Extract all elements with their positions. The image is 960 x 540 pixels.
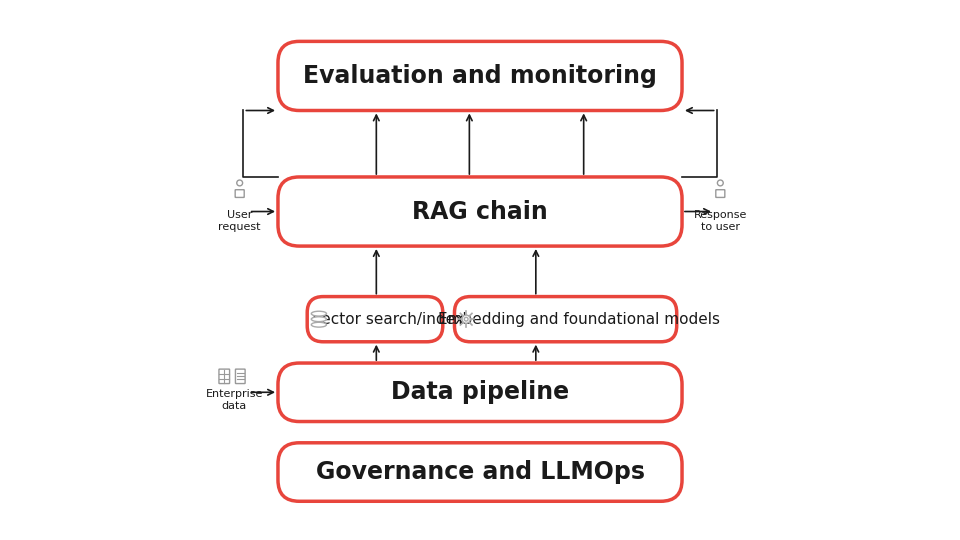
Ellipse shape [311,322,326,327]
Circle shape [465,318,468,321]
Ellipse shape [311,311,326,316]
FancyBboxPatch shape [235,369,245,383]
FancyBboxPatch shape [716,190,725,198]
Ellipse shape [311,317,326,322]
Circle shape [717,180,723,186]
FancyBboxPatch shape [219,369,229,383]
Text: Governance and LLMOps: Governance and LLMOps [316,460,644,484]
Text: Enterprise
data: Enterprise data [205,389,263,411]
Text: Evaluation and monitoring: Evaluation and monitoring [303,64,657,88]
Text: RAG chain: RAG chain [412,199,548,224]
Circle shape [237,180,243,186]
FancyBboxPatch shape [307,296,443,342]
Circle shape [462,315,470,323]
Text: Embedding and foundational models: Embedding and foundational models [438,312,720,327]
FancyBboxPatch shape [235,190,244,198]
FancyBboxPatch shape [278,42,682,111]
Text: Response
to user: Response to user [694,210,747,232]
Text: Vector search/index: Vector search/index [312,312,465,327]
Text: User
request: User request [219,210,261,232]
FancyBboxPatch shape [278,363,682,422]
FancyBboxPatch shape [278,443,682,501]
Text: Data pipeline: Data pipeline [391,380,569,404]
FancyBboxPatch shape [454,296,677,342]
FancyBboxPatch shape [278,177,682,246]
